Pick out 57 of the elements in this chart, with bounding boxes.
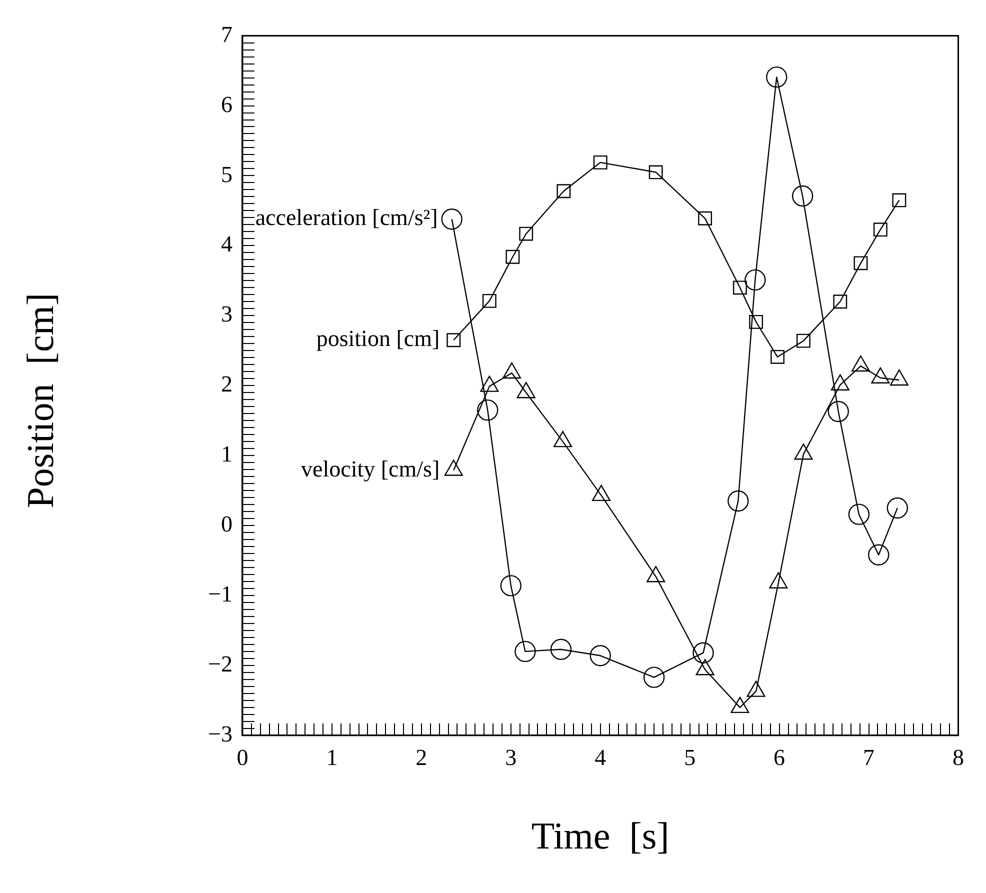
point (886, 497, 908, 519)
point (828, 400, 849, 422)
y-tick-label: 6 (220, 92, 232, 117)
point (441, 208, 462, 230)
point (482, 294, 496, 308)
point (770, 350, 784, 364)
y-tick-label: −3 (208, 721, 232, 746)
point (873, 222, 888, 237)
y-tick-label: 5 (220, 162, 232, 187)
point (732, 280, 747, 295)
series-label: acceleration [cm/s²] (255, 205, 438, 230)
point (648, 165, 663, 180)
x-tick-label: 7 (863, 745, 875, 770)
point (593, 155, 608, 170)
point (643, 666, 665, 688)
point (796, 334, 810, 348)
y-tick-label: 0 (220, 512, 232, 537)
point (854, 256, 868, 270)
point (519, 226, 534, 241)
point (514, 640, 536, 662)
y-tick-label: −2 (208, 651, 232, 676)
x-tick-label: 0 (236, 745, 248, 770)
point (550, 638, 572, 660)
point (590, 645, 611, 666)
x-axis-title: Time [s] (531, 815, 670, 858)
x-tick-label: 5 (684, 745, 696, 770)
point (892, 193, 906, 208)
point (728, 490, 749, 512)
y-tick-label: 3 (220, 302, 232, 327)
x-tick-label: 3 (505, 745, 517, 770)
y-tick-label: 7 (220, 22, 232, 47)
x-tick-label: 1 (326, 745, 338, 770)
series-label: position [cm] (316, 326, 440, 352)
y-tick-label: 4 (220, 232, 233, 257)
point (556, 184, 571, 198)
x-tick-label: 8 (952, 745, 964, 770)
x-tick-label: 4 (594, 745, 607, 770)
point (833, 294, 848, 309)
point (698, 211, 712, 226)
point (692, 642, 714, 664)
y-axis-title: Position [cm] (20, 292, 62, 508)
point (792, 185, 814, 207)
point (500, 575, 522, 596)
x-tick-label: 2 (416, 745, 428, 770)
point (766, 66, 788, 88)
point (749, 314, 764, 329)
point (744, 269, 766, 291)
y-tick-label: 2 (220, 372, 232, 397)
point (868, 544, 890, 566)
point (848, 504, 870, 525)
y-tick-label: −1 (208, 582, 232, 607)
point (446, 333, 461, 348)
point (506, 250, 520, 264)
point (477, 399, 498, 421)
x-tick-label: 6 (774, 745, 786, 770)
y-tick-label: 1 (220, 442, 232, 467)
series-label: velocity [cm/s] (301, 456, 440, 482)
